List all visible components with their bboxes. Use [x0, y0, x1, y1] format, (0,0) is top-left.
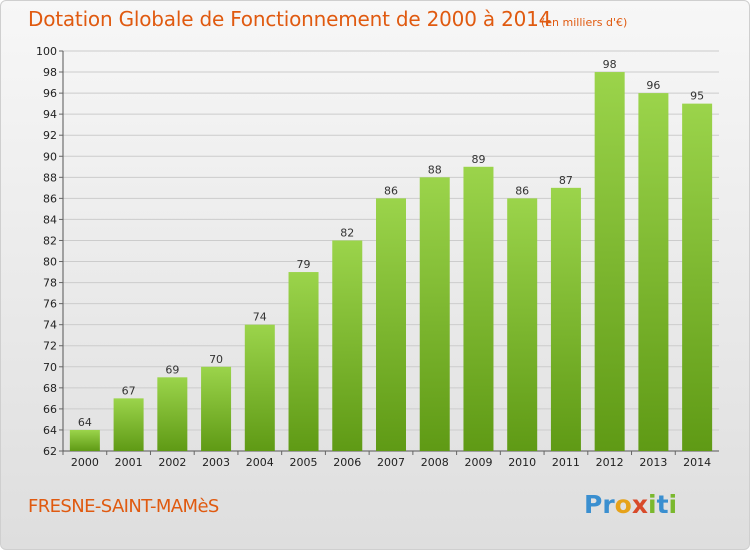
logo-letter: i — [648, 490, 657, 519]
data-label: 87 — [559, 174, 573, 187]
x-tick-label: 2012 — [596, 456, 624, 469]
x-tick-label: 2006 — [333, 456, 361, 469]
data-label: 89 — [471, 153, 485, 166]
logo-letter: t — [656, 490, 669, 519]
y-tick-label: 100 — [36, 45, 57, 58]
y-tick-label: 64 — [43, 424, 57, 437]
data-label: 79 — [297, 258, 311, 271]
x-tick-label: 2014 — [683, 456, 711, 469]
y-tick-label: 90 — [43, 150, 57, 163]
data-label: 70 — [209, 353, 223, 366]
x-tick-label: 2013 — [639, 456, 667, 469]
bar — [638, 93, 669, 452]
city-name: FRESNE-SAINT-MAMèS — [28, 496, 219, 517]
bar — [682, 103, 713, 451]
data-label: 69 — [165, 363, 179, 376]
x-tick-label: 2010 — [508, 456, 536, 469]
bar — [463, 166, 494, 451]
x-tick-label: 2004 — [246, 456, 274, 469]
y-tick-label: 96 — [43, 87, 57, 100]
logo-letter: i — [668, 490, 678, 519]
y-tick-label: 88 — [43, 171, 57, 184]
bar — [332, 240, 363, 451]
logo-letter: P — [584, 490, 603, 519]
logo-letter: x — [631, 490, 648, 519]
value-labels: 64 67 69 70 74 79 82 86 88 89 86 87 98 96 95 — [78, 58, 704, 429]
y-tick-label: 72 — [43, 340, 57, 353]
data-label: 86 — [384, 184, 398, 197]
data-label: 95 — [690, 90, 704, 103]
x-tick-label: 2001 — [115, 456, 143, 469]
x-tick-label: 2007 — [377, 456, 405, 469]
logo-letter: r — [602, 490, 615, 519]
bar — [288, 272, 319, 451]
proxiti-logo: Proxiti — [584, 490, 677, 519]
bar — [157, 377, 188, 451]
chart-subtitle: (en milliers d'€) — [541, 16, 628, 29]
data-label: 64 — [78, 416, 92, 429]
data-label: 88 — [428, 163, 442, 176]
y-tick-label: 92 — [43, 129, 57, 142]
data-label: 98 — [603, 58, 617, 71]
y-axis-ticks: 62 64 66 68 70 72 74 76 78 80 82 84 86 88 90 92 94 96 98 10… — [36, 45, 63, 458]
x-axis-ticks: 2000 2001 2002 2003 2004 2005 2006 2007 2008 2009… — [62, 451, 711, 469]
y-tick-label: 80 — [43, 256, 57, 269]
data-label: 67 — [122, 384, 136, 397]
data-label: 86 — [515, 184, 529, 197]
y-tick-label: 82 — [43, 234, 57, 247]
bar — [376, 198, 406, 451]
bar — [507, 198, 538, 451]
bar — [244, 324, 275, 451]
y-tick-label: 86 — [43, 192, 57, 205]
bar — [113, 398, 144, 451]
y-tick-label: 76 — [43, 298, 57, 311]
x-tick-label: 2008 — [421, 456, 449, 469]
x-tick-label: 2011 — [552, 456, 580, 469]
bar — [201, 366, 232, 451]
data-label: 82 — [340, 226, 354, 239]
x-tick-label: 2000 — [71, 456, 99, 469]
bar — [419, 177, 450, 451]
bar — [550, 187, 581, 451]
x-tick-label: 2005 — [290, 456, 318, 469]
x-tick-label: 2002 — [158, 456, 186, 469]
x-tick-label: 2009 — [464, 456, 492, 469]
bar — [69, 429, 100, 451]
y-tick-label: 70 — [43, 361, 57, 374]
y-tick-label: 62 — [43, 445, 57, 458]
y-tick-label: 68 — [43, 382, 57, 395]
y-tick-label: 78 — [43, 277, 57, 290]
y-tick-label: 84 — [43, 213, 57, 226]
y-tick-label: 98 — [43, 66, 57, 79]
y-tick-label: 74 — [43, 319, 57, 332]
data-label: 74 — [253, 311, 267, 324]
chart-title: Dotation Globale de Fonctionnement de 20… — [28, 7, 552, 31]
bar — [594, 72, 625, 451]
x-tick-label: 2003 — [202, 456, 230, 469]
data-label: 96 — [646, 79, 660, 92]
bars — [69, 72, 713, 452]
y-tick-label: 66 — [43, 403, 57, 416]
logo-letter: o — [614, 490, 632, 519]
y-tick-label: 94 — [43, 108, 57, 121]
